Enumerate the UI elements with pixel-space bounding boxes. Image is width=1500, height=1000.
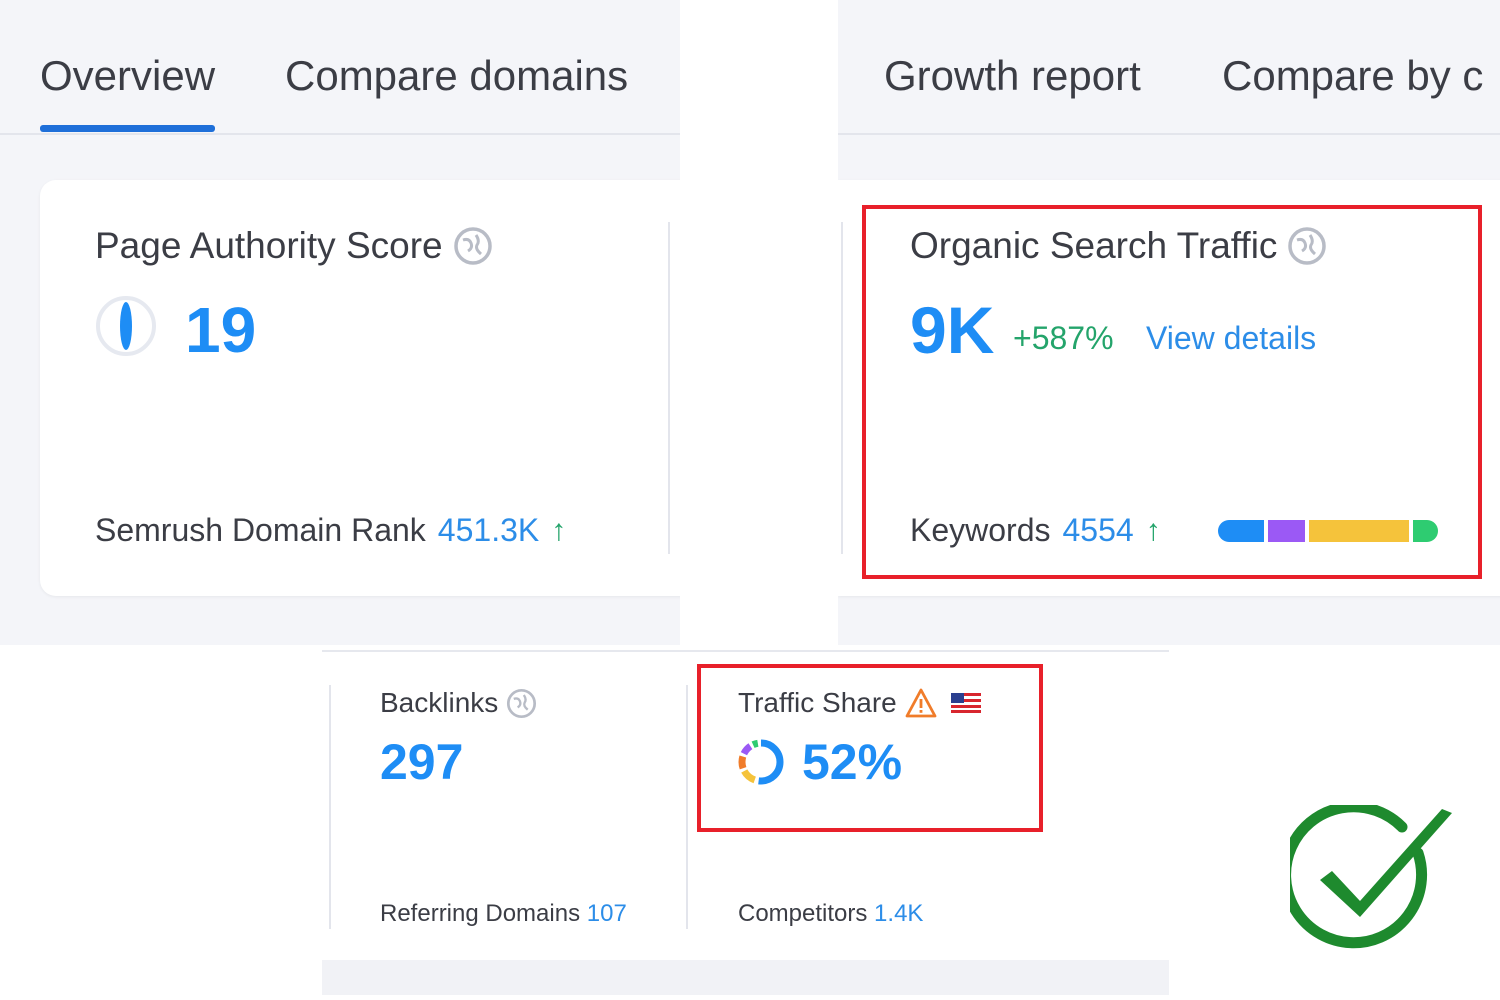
card-divider-right <box>841 222 843 554</box>
keywords-value[interactable]: 4554 <box>1062 512 1134 548</box>
authority-value: 19 <box>185 294 257 366</box>
organic-card: Organic Search Traffic 9K +587% View det… <box>838 180 1500 596</box>
organic-value: 9K <box>910 293 995 367</box>
competitors-line: Competitors 1.4K <box>738 900 923 928</box>
traffic-share-title-label: Traffic Share <box>738 687 897 718</box>
competitors-value[interactable]: 1.4K <box>874 900 924 927</box>
authority-gauge-icon <box>95 295 157 357</box>
globe-icon[interactable] <box>506 688 537 719</box>
traffic-share-value: 52% <box>802 734 903 790</box>
globe-icon[interactable] <box>453 226 493 266</box>
warning-icon[interactable] <box>905 688 937 718</box>
organic-title-label: Organic Search Traffic <box>910 225 1278 266</box>
referring-domains-label: Referring Domains <box>380 900 581 927</box>
domain-rank-label: Semrush Domain Rank <box>95 512 426 548</box>
keywords-line: Keywords 4554 ↑ <box>910 512 1161 549</box>
traffic-share-highlight-box <box>697 664 1043 832</box>
middle-divider <box>686 685 688 929</box>
backlinks-title-label: Backlinks <box>380 687 499 718</box>
keywords-bar-segment[interactable] <box>1309 520 1410 542</box>
referring-domains-line: Referring Domains 107 <box>380 900 627 928</box>
keywords-bar-segment[interactable] <box>1413 520 1438 542</box>
top-screenshot-right: Growth report Compare by c Organic Searc… <box>838 0 1500 645</box>
backlinks-value: 297 <box>380 734 464 790</box>
organic-title: Organic Search Traffic <box>910 225 1327 267</box>
backlinks-title: Backlinks <box>380 687 537 719</box>
referring-domains-value[interactable]: 107 <box>586 900 627 927</box>
traffic-share-title: Traffic Share <box>738 687 981 719</box>
authority-title-label: Page Authority Score <box>95 225 443 266</box>
tab-overview[interactable]: Overview <box>40 52 216 132</box>
checkmark-icon <box>1280 801 1460 965</box>
domain-rank-value[interactable]: 451.3K <box>437 512 540 548</box>
tab-compare-by[interactable]: Compare by c <box>1222 52 1484 99</box>
top-border <box>322 650 1169 652</box>
tab-growth-report[interactable]: Growth report <box>884 52 1141 99</box>
bottom-band <box>322 960 1169 995</box>
tab-bar-right: Growth report Compare by c <box>838 0 1500 135</box>
domain-rank-line: Semrush Domain Rank 451.3K ↑ <box>95 512 566 549</box>
arrow-up-icon: ↑ <box>551 513 567 547</box>
left-divider <box>329 685 331 929</box>
arrow-up-icon: ↑ <box>1145 513 1161 547</box>
bottom-screenshot: Backlinks 297 Referring Domains 107 Traf… <box>322 650 1169 995</box>
tab-bar: Overview Compare domains <box>0 0 680 135</box>
keywords-intent-bar <box>1218 520 1438 542</box>
organic-change: +587% <box>1013 320 1114 356</box>
card-divider <box>668 222 670 554</box>
competitors-label: Competitors <box>738 900 868 927</box>
keywords-bar-segment[interactable] <box>1267 520 1306 542</box>
donut-chart-icon <box>737 738 785 786</box>
view-details-link[interactable]: View details <box>1146 320 1317 356</box>
us-flag-icon <box>950 693 981 713</box>
keywords-bar-segment[interactable] <box>1218 520 1264 542</box>
authority-card: Page Authority Score 19 Semrush Domain R… <box>40 180 680 596</box>
organic-highlight-box <box>862 205 1482 579</box>
authority-title: Page Authority Score <box>95 225 493 267</box>
globe-icon[interactable] <box>1287 226 1327 266</box>
top-screenshot-left: Overview Compare domains Page Authority … <box>0 0 680 645</box>
keywords-label: Keywords <box>910 512 1051 548</box>
tab-compare-domains[interactable]: Compare domains <box>285 52 629 99</box>
